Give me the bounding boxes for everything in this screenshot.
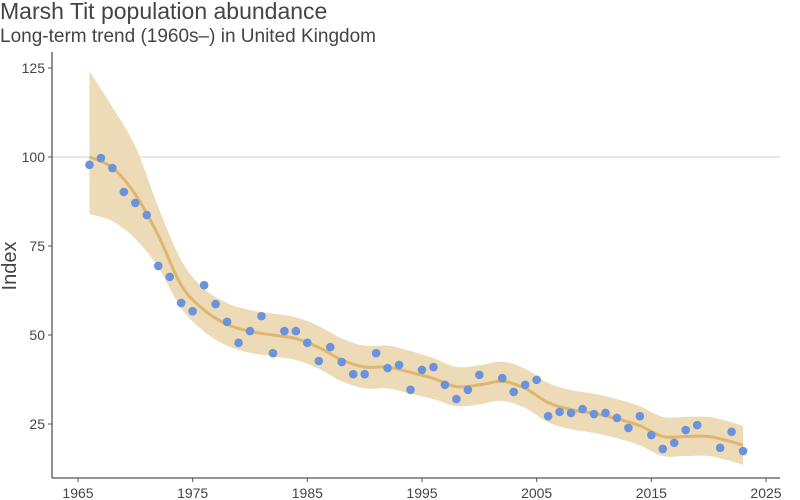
data-point [337,357,347,367]
data-point [188,306,197,316]
data-point [440,380,450,390]
x-tick-label: 1985 [292,485,323,500]
data-point [119,187,129,197]
data-point [360,369,369,379]
data-point [658,444,668,454]
y-tick-label: 25 [29,416,45,432]
data-point [669,438,679,448]
data-point [612,413,622,423]
data-point [497,373,507,383]
data-point [142,210,152,220]
data-point [692,420,702,430]
data-point [96,153,106,163]
chart-subtitle: Long-term trend (1960s–) in United Kingd… [0,26,376,47]
data-point [509,387,519,397]
data-point [245,326,255,336]
data-point [601,408,610,418]
data-point [165,272,175,282]
data-point [153,261,163,271]
data-point [647,430,656,440]
data-point [452,394,461,404]
data-point [406,385,415,395]
data-point [394,360,404,370]
data-point [234,338,243,348]
y-tick-label: 125 [22,60,46,76]
data-point [738,446,748,456]
data-point [371,348,381,358]
x-tick-label: 1965 [62,485,93,500]
data-point [475,370,484,380]
data-point [520,380,530,390]
data-point [280,326,289,336]
data-point [348,369,358,379]
chart-title: Marsh Tit population abundance [0,0,328,24]
x-tick-label: 1975 [177,485,208,500]
x-tick-label: 2015 [636,485,667,500]
data-point [325,342,335,352]
data-point [85,160,94,170]
data-point [199,280,209,290]
data-point [417,365,427,375]
x-tick-label: 2025 [750,485,781,500]
data-point [589,409,599,419]
data-point [635,411,645,421]
data-point [543,411,553,421]
data-point [566,408,576,418]
y-tick-label: 50 [29,327,45,343]
data-point [429,362,438,372]
data-point [268,348,278,358]
x-tick-label: 2005 [521,485,552,500]
data-point [211,299,220,309]
data-point [727,427,736,437]
y-axis-label: Index [0,242,21,291]
data-point [463,385,473,395]
data-point [108,163,117,173]
data-point [131,198,140,208]
data-point [383,363,392,373]
data-point [715,443,725,453]
data-point [257,311,266,321]
y-tick-label: 75 [29,238,45,254]
x-tick-label: 1995 [406,485,437,500]
confidence-band [89,71,744,465]
data-point [314,356,324,366]
data-point [681,425,691,435]
data-point [222,317,232,327]
trend-line [88,155,744,447]
data-point [532,375,541,385]
data-point [176,298,186,308]
data-point [555,407,564,417]
data-point [291,326,301,336]
data-point [624,423,633,433]
data-point [303,338,312,348]
y-tick-label: 100 [22,149,46,165]
data-point [578,404,587,414]
